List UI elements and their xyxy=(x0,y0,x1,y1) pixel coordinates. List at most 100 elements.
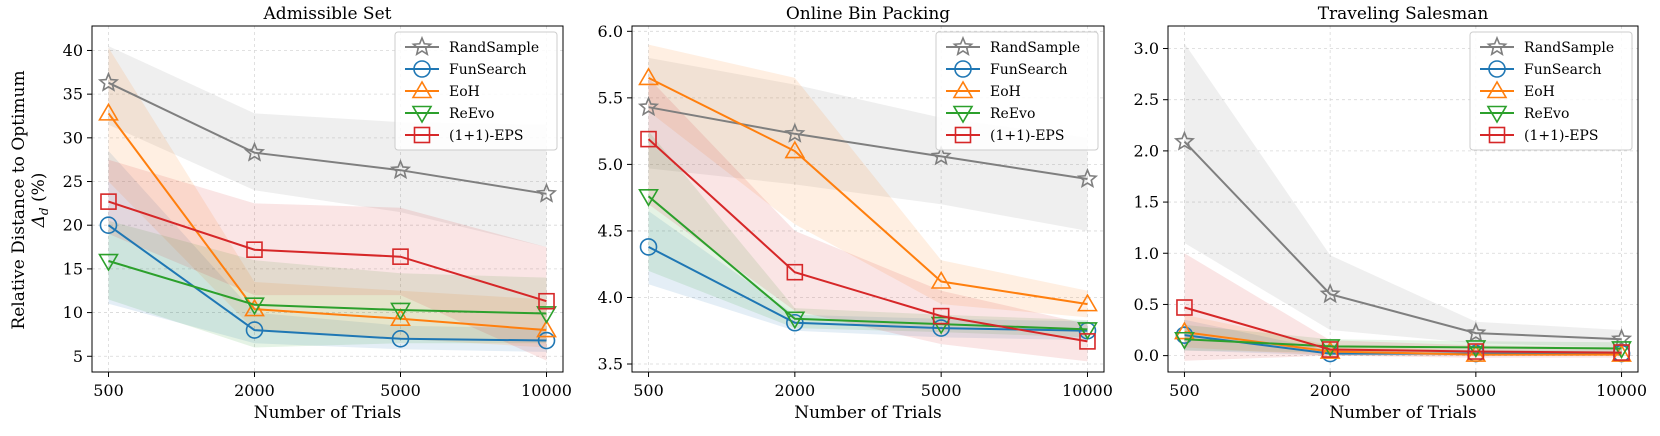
point-randsample xyxy=(637,96,660,117)
band-reevo xyxy=(648,131,1088,338)
line-reevo xyxy=(1184,338,1622,350)
panel-online-bin-packing-legend: RandSample FunSearch EoH ReEvo (1+1)-EPS xyxy=(935,31,1099,151)
point-reevo xyxy=(638,189,659,207)
line-funsearch xyxy=(107,224,547,342)
legend-label: RandSample xyxy=(449,40,539,56)
line-1-1-eps xyxy=(647,138,1088,343)
point-eoh xyxy=(930,270,952,289)
legend-item-eoh: EoH xyxy=(1480,80,1555,100)
legend-marker-reevo xyxy=(411,105,433,124)
legend-box xyxy=(394,31,558,151)
panel-admissible-set-legend: RandSample FunSearch EoH ReEvo (1+1)-EPS xyxy=(394,31,558,151)
legend-marker-eoh xyxy=(952,80,974,99)
panel-admissible-set-frame xyxy=(91,25,564,373)
point-1-1-eps xyxy=(100,193,117,210)
point-1-1-eps xyxy=(392,248,409,265)
panel-traveling-salesman-legend: RandSample FunSearch EoH ReEvo (1+1)-EPS xyxy=(1469,31,1633,151)
band-funsearch xyxy=(108,150,547,352)
panels: 5 10 15 20 25 30 35 40 500 2000 5000 10000 Number of… xyxy=(63,4,1647,423)
legend-label: ReEvo xyxy=(449,106,494,122)
point-reevo xyxy=(1077,322,1098,341)
legend-label: EoH xyxy=(449,84,480,100)
x-tick-label: 2000 xyxy=(1310,381,1351,400)
band-randsample xyxy=(1184,43,1622,348)
panel-online-bin-packing-x-axis-label: Number of Trials xyxy=(794,403,942,423)
legend-label: FunSearch xyxy=(990,62,1068,78)
y-tick-label: 1.5 xyxy=(1134,193,1159,212)
point-reevo xyxy=(1174,331,1195,350)
point-funsearch xyxy=(932,319,950,337)
legend-item-1-1-eps: (1+1)-EPS xyxy=(946,126,1064,144)
line-randsample xyxy=(648,106,1088,180)
legend-marker-funsearch xyxy=(413,60,431,78)
point-1-1-eps xyxy=(640,130,657,148)
point-eoh xyxy=(1077,293,1098,312)
legend-item-eoh: EoH xyxy=(946,80,1021,100)
point-randsample xyxy=(389,159,412,180)
point-randsample xyxy=(1319,283,1341,304)
y-tick-label: 40 xyxy=(63,41,83,60)
panel-admissible-set-y-ticks: 5 10 15 20 25 30 35 40 xyxy=(63,41,92,366)
legend-item-1-1-eps: (1+1)-EPS xyxy=(1480,126,1598,144)
point-funsearch xyxy=(245,321,264,339)
y-tick-label: 25 xyxy=(63,172,83,191)
series-randsample xyxy=(97,71,558,203)
band-funsearch xyxy=(648,211,1088,341)
point-randsample xyxy=(1173,130,1196,151)
y-axis-label-line1: Relative Distance to Optimum xyxy=(9,70,29,329)
x-tick-label: 10000 xyxy=(1062,381,1113,400)
point-eoh xyxy=(536,319,557,338)
y-tick-label: 2.0 xyxy=(1134,141,1159,160)
y-tick-label: 30 xyxy=(63,128,83,147)
y-tick-label: 5.0 xyxy=(598,155,623,174)
legend-marker-eoh xyxy=(411,80,433,99)
legend-label: (1+1)-EPS xyxy=(1524,128,1598,144)
legend-label: (1+1)-EPS xyxy=(449,128,523,144)
legend-item-reevo: ReEvo xyxy=(405,105,494,124)
point-randsample xyxy=(97,71,120,92)
legend-label: FunSearch xyxy=(449,62,527,78)
point-reevo xyxy=(98,253,119,272)
series-randsample xyxy=(637,96,1099,189)
line-eoh xyxy=(648,77,1088,306)
panel-traveling-salesman-series xyxy=(1173,130,1633,363)
series-1-1-eps xyxy=(640,130,1096,350)
panel-admissible-set-title: Admissible Set xyxy=(263,4,392,24)
x-tick-label: 500 xyxy=(1169,381,1200,400)
panel-traveling-salesman-y-ticks: 0.0 0.5 1.0 1.5 2.0 2.5 3.0 xyxy=(1134,39,1168,365)
point-eoh xyxy=(390,308,411,327)
legend-item-eoh: EoH xyxy=(405,80,480,100)
legend-marker-1-1-eps xyxy=(413,126,431,144)
panel-online-bin-packing: 3.5 4.0 4.5 5.0 5.5 6.0 500 2000 5000 10000 Number… xyxy=(598,4,1113,423)
point-reevo xyxy=(536,306,557,325)
legend-item-funsearch: FunSearch xyxy=(946,60,1068,78)
legend-marker-funsearch xyxy=(954,60,972,78)
band-1-1-eps xyxy=(1184,253,1622,361)
x-tick-label: 500 xyxy=(633,381,664,400)
x-tick-label: 5000 xyxy=(1455,381,1496,400)
panel-traveling-salesman-frame xyxy=(1167,25,1639,373)
point-randsample xyxy=(784,122,806,143)
point-randsample xyxy=(243,141,266,162)
legend-marker-randsample xyxy=(411,35,433,56)
panel-online-bin-packing-frame xyxy=(631,25,1105,373)
legend-label: ReEvo xyxy=(990,106,1035,122)
point-funsearch xyxy=(639,238,658,256)
point-eoh xyxy=(638,67,659,86)
line-1-1-eps xyxy=(1184,306,1622,354)
y-tick-label: 20 xyxy=(63,216,83,235)
point-1-1-eps xyxy=(1613,344,1630,361)
point-randsample xyxy=(1076,167,1099,189)
band-eoh xyxy=(648,44,1088,318)
point-eoh xyxy=(244,298,265,317)
legend-label: RandSample xyxy=(1524,40,1614,56)
panel-online-bin-packing-title: Online Bin Packing xyxy=(786,4,950,24)
series-funsearch xyxy=(99,216,556,350)
point-randsample xyxy=(1465,321,1487,343)
y-tick-label: 0.0 xyxy=(1134,346,1159,365)
series-reevo xyxy=(1174,331,1632,360)
point-1-1-eps xyxy=(246,241,263,258)
legend-box xyxy=(935,31,1099,151)
point-reevo xyxy=(930,316,952,335)
point-randsample xyxy=(930,145,952,166)
